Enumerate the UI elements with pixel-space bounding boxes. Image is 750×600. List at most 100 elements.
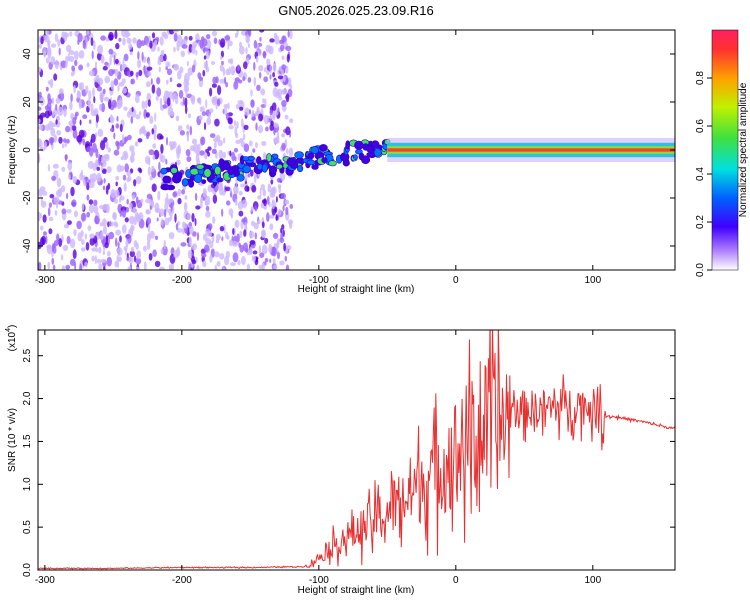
noise-blob bbox=[48, 216, 54, 222]
noise-blob bbox=[274, 206, 278, 213]
noise-blob bbox=[78, 82, 83, 90]
noise-blob bbox=[111, 221, 114, 227]
noise-blob bbox=[269, 258, 272, 263]
noise-blob bbox=[255, 257, 259, 263]
noise-blob bbox=[136, 213, 140, 220]
noise-blob bbox=[55, 103, 58, 111]
noise-blob bbox=[65, 61, 68, 69]
noise-blob bbox=[137, 51, 140, 60]
noise-blob bbox=[233, 120, 237, 127]
noise-blob bbox=[173, 250, 180, 259]
noise-blob bbox=[228, 239, 234, 247]
noise-blob bbox=[269, 74, 272, 80]
noise-blob bbox=[72, 175, 77, 184]
noise-blob bbox=[160, 248, 164, 254]
noise-blob bbox=[177, 227, 183, 233]
bottom-x-tick-label: 0 bbox=[453, 575, 459, 586]
noise-blob bbox=[205, 66, 210, 73]
noise-blob bbox=[272, 110, 276, 121]
noise-blob bbox=[273, 127, 276, 136]
noise-blob bbox=[113, 149, 120, 156]
noise-blob bbox=[113, 198, 119, 204]
noise-blob bbox=[80, 247, 86, 252]
signal-blob bbox=[195, 163, 205, 170]
noise-blob bbox=[54, 209, 58, 216]
noise-blob bbox=[266, 64, 270, 70]
noise-blob bbox=[264, 237, 269, 244]
noise-blob bbox=[93, 199, 98, 207]
noise-blob bbox=[211, 234, 215, 243]
noise-blob bbox=[63, 224, 69, 229]
noise-blob bbox=[269, 123, 275, 132]
noise-blob bbox=[69, 101, 73, 111]
noise-blob bbox=[42, 214, 47, 223]
noise-blob bbox=[205, 34, 211, 40]
noise-blob bbox=[114, 68, 119, 77]
noise-blob bbox=[232, 240, 238, 247]
noise-blob bbox=[221, 208, 224, 217]
noise-blob bbox=[202, 69, 206, 77]
noise-blob bbox=[228, 208, 234, 216]
noise-blob bbox=[252, 250, 258, 255]
noise-blob bbox=[43, 141, 48, 150]
noise-blob bbox=[110, 188, 116, 199]
noise-blob bbox=[263, 114, 269, 125]
noise-blob bbox=[89, 233, 95, 239]
noise-blob bbox=[197, 143, 201, 152]
noise-blob bbox=[108, 221, 112, 227]
signal-blob bbox=[268, 165, 278, 175]
noise-blob bbox=[285, 264, 290, 270]
noise-blob bbox=[86, 194, 90, 201]
noise-blob bbox=[104, 242, 109, 249]
noise-blob bbox=[72, 249, 77, 260]
noise-blob bbox=[46, 244, 52, 249]
noise-blob bbox=[117, 85, 120, 92]
noise-blob bbox=[196, 264, 200, 270]
signal-blob bbox=[306, 159, 316, 166]
noise-blob bbox=[116, 247, 123, 256]
noise-blob bbox=[252, 148, 256, 153]
noise-blob bbox=[213, 137, 219, 143]
noise-blob bbox=[281, 142, 286, 151]
noise-blob bbox=[186, 132, 190, 142]
noise-blob bbox=[49, 78, 54, 89]
ridge-peak bbox=[387, 148, 675, 152]
noise-blob bbox=[100, 35, 106, 41]
signal-blob bbox=[242, 156, 249, 161]
noise-blob bbox=[242, 76, 246, 82]
noise-blob bbox=[204, 244, 210, 253]
noise-blob bbox=[70, 93, 73, 103]
noise-blob bbox=[45, 57, 50, 64]
signal-blob bbox=[266, 153, 272, 163]
noise-blob bbox=[147, 99, 151, 107]
noise-blob bbox=[259, 252, 265, 258]
noise-blob bbox=[84, 261, 88, 268]
noise-blob bbox=[227, 117, 233, 125]
noise-blob bbox=[51, 97, 55, 106]
noise-blob bbox=[76, 135, 83, 143]
signal-blob bbox=[310, 146, 320, 155]
noise-blob bbox=[118, 197, 122, 203]
noise-blob bbox=[191, 64, 196, 73]
noise-blob bbox=[73, 50, 79, 60]
noise-blob bbox=[129, 154, 135, 163]
noise-blob bbox=[54, 59, 60, 70]
noise-blob bbox=[272, 63, 277, 73]
noise-blob bbox=[223, 106, 228, 116]
noise-blob bbox=[53, 196, 60, 205]
noise-blob bbox=[116, 141, 120, 151]
noise-blob bbox=[212, 216, 216, 224]
noise-blob bbox=[141, 51, 144, 61]
noise-blob bbox=[87, 160, 94, 170]
bottom-x-tick-label: -300 bbox=[35, 575, 55, 586]
noise-blob bbox=[131, 150, 136, 157]
noise-blob bbox=[217, 85, 222, 96]
noise-blob bbox=[159, 135, 164, 140]
noise-blob bbox=[283, 242, 286, 252]
colorbar-tick-label: 0.8 bbox=[695, 71, 706, 85]
noise-blob bbox=[121, 30, 127, 38]
noise-blob bbox=[187, 249, 193, 259]
noise-blob bbox=[159, 98, 163, 107]
noise-blob bbox=[138, 69, 143, 77]
noise-blob bbox=[235, 103, 240, 110]
